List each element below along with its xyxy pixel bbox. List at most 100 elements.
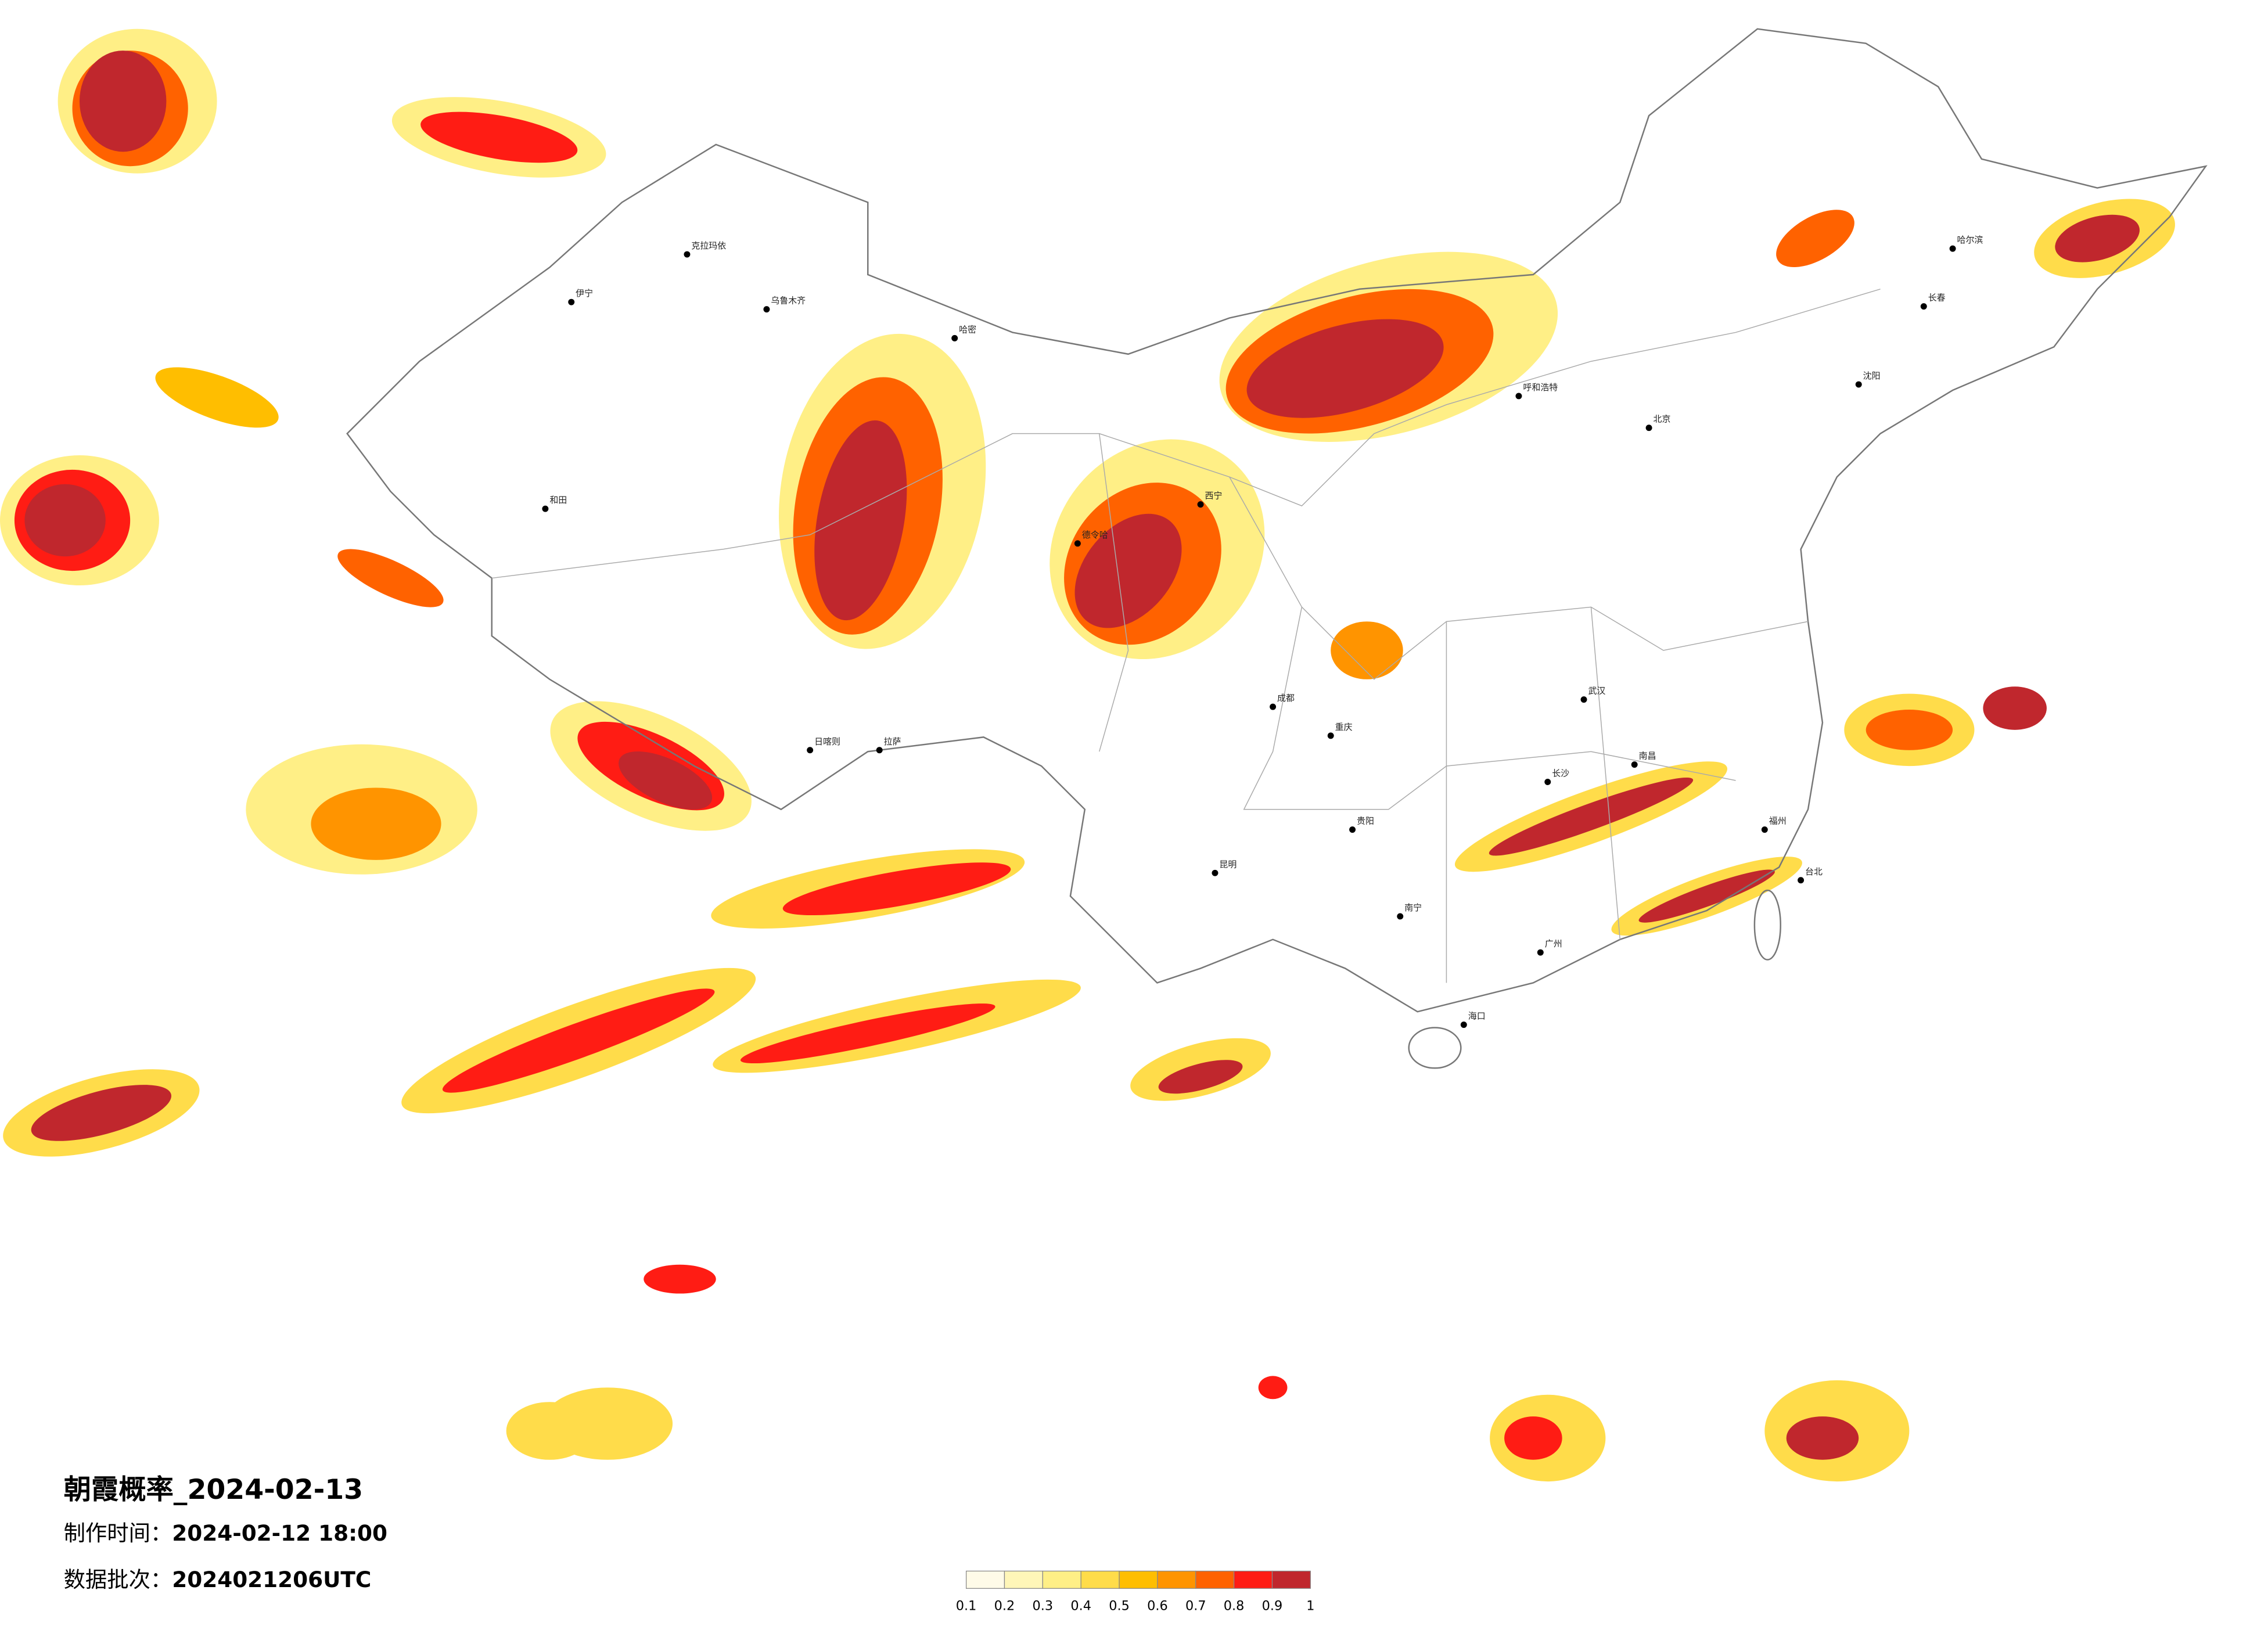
field-patch [1983, 686, 2047, 730]
legend-tick-label: 0.2 [994, 1599, 1015, 1614]
taiwan-outline [1753, 889, 1781, 961]
field-patch [1776, 210, 1854, 268]
legend-tick-label: 0.1 [956, 1599, 977, 1614]
field-patch [311, 787, 441, 860]
field-patch [1786, 1416, 1859, 1460]
city-label: 长沙 [1552, 768, 1569, 779]
city-dot [1270, 703, 1277, 710]
field-patch [1866, 710, 1953, 750]
city-dot [876, 747, 883, 754]
city-label: 哈密 [959, 324, 976, 334]
city-label: 德令哈 [1082, 530, 1108, 540]
city-dot [1460, 1021, 1467, 1028]
city-label: 北京 [1654, 414, 1671, 425]
city-label: 呼和浩特 [1523, 382, 1558, 393]
field-patch [2055, 214, 2140, 262]
field-patch [1504, 1416, 1562, 1460]
field-patch [1489, 777, 1694, 856]
city-label: 台北 [1805, 866, 1823, 877]
field-patch [740, 1003, 995, 1064]
batch-value: 2024021206UTC [172, 1567, 371, 1592]
city-dot [807, 747, 814, 754]
legend-swatch [1195, 1570, 1235, 1589]
legend-tick-label: 1 [1306, 1599, 1314, 1614]
city-label: 日喀则 [814, 736, 840, 747]
city-label: 长春 [1928, 293, 1946, 303]
city-dot [542, 505, 549, 512]
china-outline [346, 28, 2208, 1013]
field-patch [1258, 1376, 1288, 1400]
city-label: 和田 [549, 495, 567, 505]
legend-swatch [1080, 1570, 1120, 1589]
city-dot [951, 334, 958, 341]
city-label: 西宁 [1205, 491, 1223, 501]
map-title: 朝霞概率_2024-02-13 [64, 1474, 364, 1506]
field-patch [420, 111, 578, 163]
field-patch [1158, 1060, 1243, 1094]
city-dot [1798, 877, 1805, 884]
made-value: 2024-02-12 18:00 [172, 1520, 387, 1546]
city-label: 海口 [1468, 1011, 1486, 1021]
city-label: 哈尔滨 [1957, 235, 1983, 245]
field-patch [644, 1264, 716, 1294]
city-dot [1327, 732, 1334, 739]
made-label: 制作时间： [64, 1520, 172, 1546]
city-dot [1349, 826, 1356, 833]
city-dot [1212, 869, 1219, 876]
field-patch [506, 1402, 594, 1460]
city-dot [1074, 540, 1081, 547]
legend-swatch [1004, 1570, 1043, 1589]
city-dot [1855, 381, 1862, 388]
batch-label: 数据批次： [64, 1567, 172, 1592]
province-borders [491, 289, 1881, 983]
batch: 数据批次：2024021206UTC [64, 1567, 372, 1592]
city-label: 广州 [1545, 938, 1562, 949]
field-patch [337, 549, 444, 607]
legend-tick-label: 0.7 [1185, 1599, 1206, 1614]
city-label: 拉萨 [884, 736, 901, 747]
legend: 0.1 0.2 0.3 0.4 0.5 0.6 0.7 0.8 0.9 1 [956, 1570, 1314, 1614]
city-dot [1761, 826, 1768, 833]
legend-tick-label: 0.3 [1033, 1599, 1054, 1614]
city-label: 重庆 [1335, 722, 1353, 732]
field-patch [31, 1085, 171, 1141]
field-patch [24, 484, 106, 557]
city-dot [1397, 913, 1404, 920]
probability-field [0, 28, 2175, 1482]
field-patch [155, 367, 279, 428]
city-dot [1645, 425, 1652, 431]
made-time: 制作时间：2024-02-12 18:00 [64, 1520, 387, 1546]
city-label: 克拉玛依 [691, 240, 726, 251]
legend-swatch [1271, 1570, 1311, 1589]
city-dot [1544, 779, 1551, 785]
legend-tick-label: 0.6 [1147, 1599, 1168, 1614]
legend-swatch [1157, 1570, 1196, 1589]
city-label: 南昌 [1639, 751, 1656, 761]
city-label: 乌鲁木齐 [771, 296, 806, 306]
field-patch [1331, 621, 1403, 679]
city-dot [1631, 761, 1638, 768]
legend-tick-label: 0.5 [1109, 1599, 1130, 1614]
city-dot [1197, 501, 1204, 508]
field-patch [1638, 869, 1775, 923]
city-label: 福州 [1769, 816, 1787, 826]
field-patch [442, 988, 715, 1093]
legend-swatch [965, 1570, 1005, 1589]
legend-tick-label: 0.4 [1070, 1599, 1091, 1614]
city-label: 南宁 [1404, 902, 1422, 913]
hainan-outline [1408, 1027, 1462, 1069]
field-patch [782, 862, 1011, 916]
city-dot [1515, 393, 1522, 400]
field-patch [1074, 513, 1182, 628]
city-label: 武汉 [1588, 686, 1605, 696]
city-label: 成都 [1277, 693, 1295, 703]
field-patch [1246, 319, 1444, 418]
city-label: 昆明 [1219, 859, 1237, 869]
legend-swatch [1119, 1570, 1158, 1589]
city-dot [684, 251, 691, 258]
city-dot [1949, 245, 1956, 252]
city-dot [568, 298, 575, 305]
city-dot [1580, 696, 1587, 703]
field-patch [619, 751, 713, 810]
